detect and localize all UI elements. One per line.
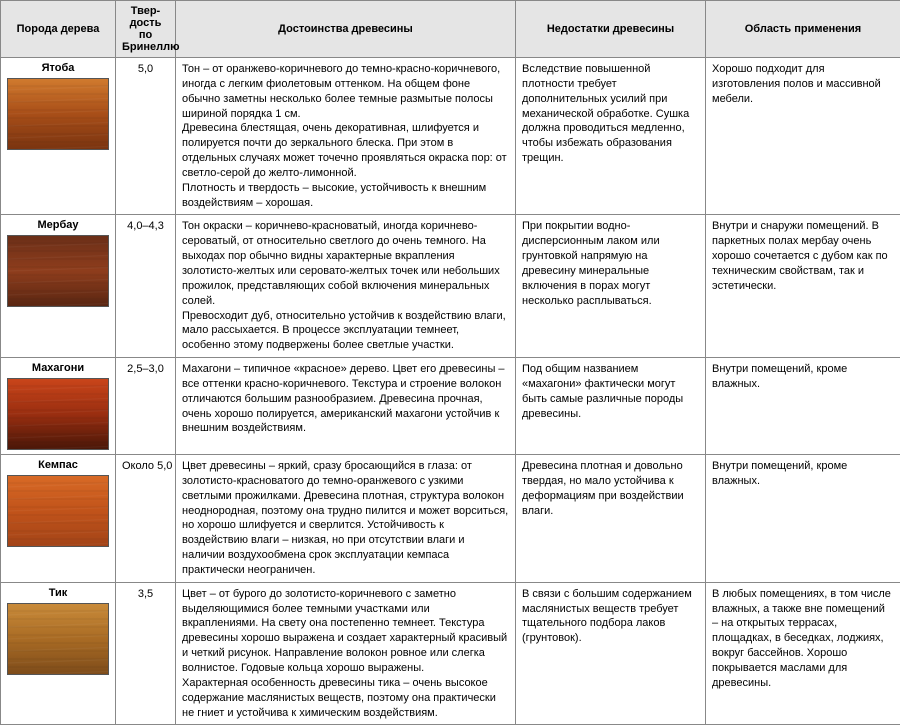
disadvantages-cell: При покрытии водно-дисперсионным лаком и… [516, 215, 706, 358]
advantages-cell: Тон – от оранжево-коричневого до темно-к… [176, 58, 516, 215]
advantages-cell: Махагони – типичное «красное» дерево. Цв… [176, 358, 516, 455]
disadvantages-cell: Под общим названием «махагони» фактическ… [516, 358, 706, 455]
col-header-application: Область применения [706, 1, 900, 58]
wood-swatch [7, 78, 109, 150]
wood-name-label: Ятоба [7, 62, 109, 74]
wood-cell: Ятоба [1, 58, 116, 215]
hardness-cell: 2,5–3,0 [116, 358, 176, 455]
table-row: Ятоба 5,0Тон – от оранжево-коричневого до… [1, 58, 900, 215]
wood-name-label: Кемпас [7, 459, 109, 471]
table-row: Мербау 4,0–4,3Тон окраски – коричнево-кра… [1, 215, 900, 358]
hardness-cell: 4,0–4,3 [116, 215, 176, 358]
table-row: Кемпас Около 5,0Цвет древесины – яркий, с… [1, 455, 900, 583]
col-header-disadvantages: Недостатки древесины [516, 1, 706, 58]
disadvantages-cell: В связи с большим содержанием маслянисты… [516, 582, 706, 725]
application-cell: В любых помещениях, в том числе влажных,… [706, 582, 900, 725]
hardness-cell: 5,0 [116, 58, 176, 215]
application-cell: Внутри и снаружи помещений. В паркетных … [706, 215, 900, 358]
disadvantages-cell: Вследствие повышенной плотности требует … [516, 58, 706, 215]
col-header-name: Порода дерева [1, 1, 116, 58]
wood-name-label: Махагони [7, 362, 109, 374]
wood-swatch [7, 235, 109, 307]
wood-swatch [7, 378, 109, 450]
wood-cell: Кемпас [1, 455, 116, 583]
disadvantages-cell: Древесина плотная и довольно твердая, но… [516, 455, 706, 583]
table-body: Ятоба 5,0Тон – от оранжево-коричневого до… [1, 58, 900, 725]
table-row: Махагони 2,5–3,0Махагони – типичное «крас… [1, 358, 900, 455]
table-header: Порода дерева Твер- дость по Бринеллю До… [1, 1, 900, 58]
wood-properties-table: Порода дерева Твер- дость по Бринеллю До… [0, 0, 900, 725]
advantages-cell: Цвет – от бурого до золотисто-коричневог… [176, 582, 516, 725]
advantages-cell: Тон окраски – коричнево-красноватый, ино… [176, 215, 516, 358]
advantages-cell: Цвет древесины – яркий, сразу бросающийс… [176, 455, 516, 583]
col-header-hardness: Твер- дость по Бринеллю [116, 1, 176, 58]
wood-swatch [7, 475, 109, 547]
col-header-advantages: Достоинства древесины [176, 1, 516, 58]
hardness-cell: Около 5,0 [116, 455, 176, 583]
application-cell: Внутри помещений, кроме влажных. [706, 358, 900, 455]
wood-name-label: Тик [7, 587, 109, 599]
wood-cell: Махагони [1, 358, 116, 455]
table-row: Тик 3,5Цвет – от бурого до золотисто-кори… [1, 582, 900, 725]
hardness-cell: 3,5 [116, 582, 176, 725]
wood-swatch [7, 603, 109, 675]
wood-name-label: Мербау [7, 219, 109, 231]
application-cell: Хорошо подходит для изготовления полов и… [706, 58, 900, 215]
wood-cell: Мербау [1, 215, 116, 358]
wood-cell: Тик [1, 582, 116, 725]
application-cell: Внутри помещений, кроме влажных. [706, 455, 900, 583]
